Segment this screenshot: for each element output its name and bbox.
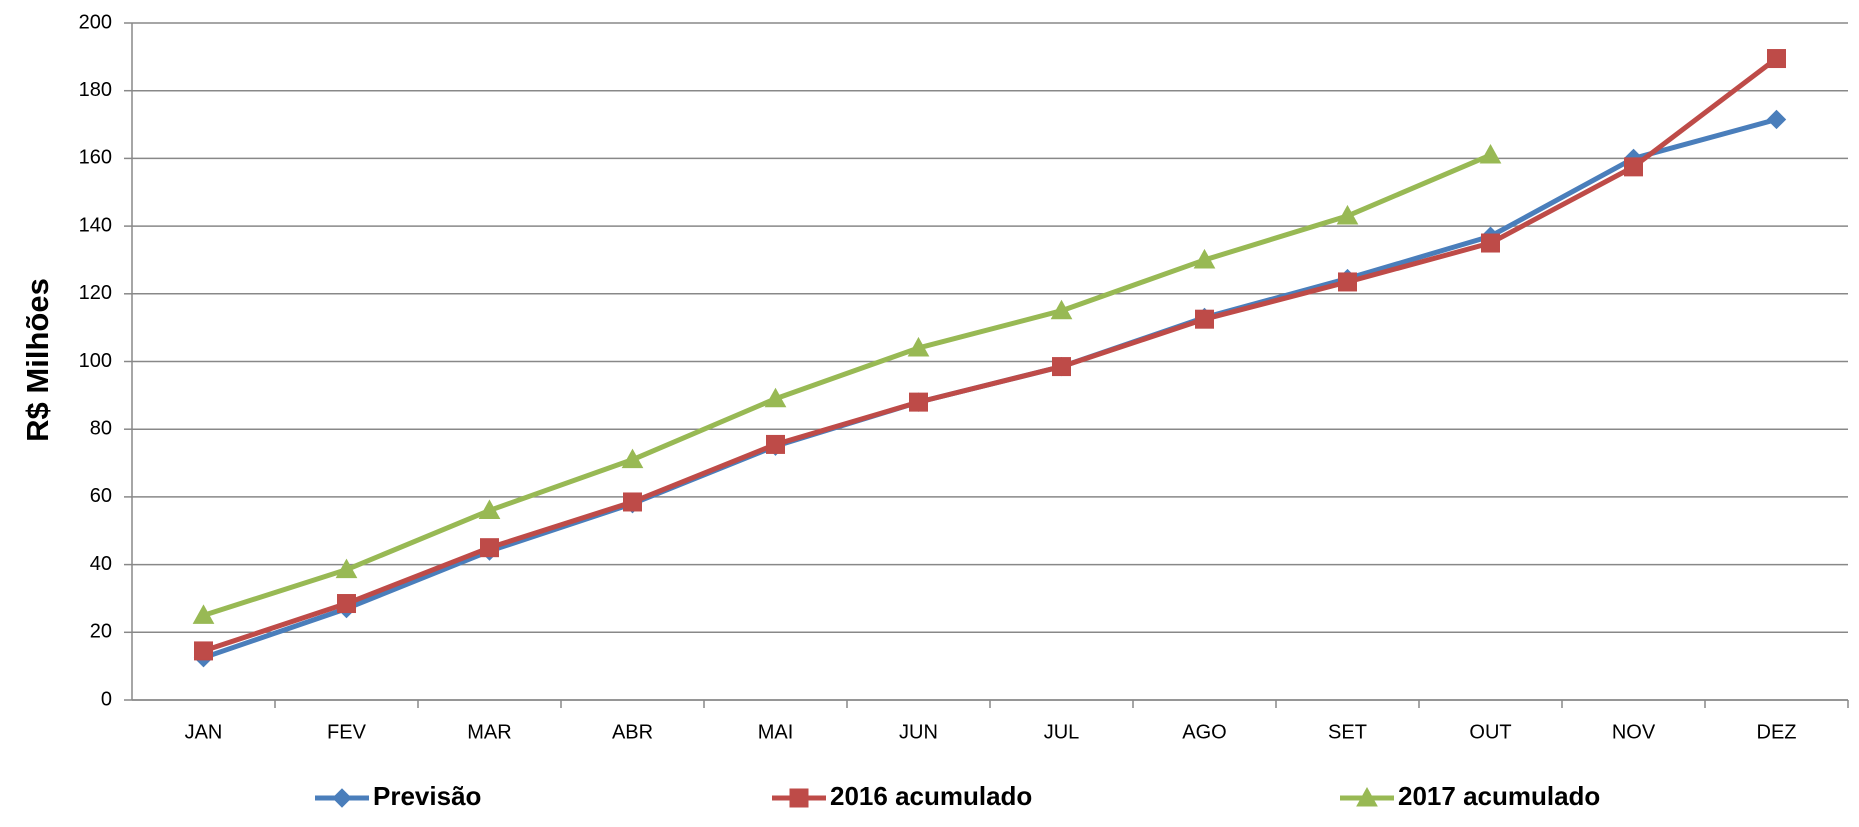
data-point: [335, 558, 358, 579]
x-tick-label: DEZ: [1757, 721, 1797, 743]
y-tick-label: 0: [101, 688, 112, 710]
data-point: [907, 336, 930, 357]
data-point: [909, 392, 928, 412]
data-point: [1050, 299, 1073, 320]
x-tick-label: JAN: [185, 721, 223, 743]
data-point: [1195, 309, 1214, 329]
data-point: [764, 387, 787, 408]
series-line: [202, 117, 1778, 661]
y-tick-label: 160: [79, 147, 112, 169]
y-tick-label: 120: [79, 282, 112, 304]
legend-marker: [1356, 786, 1378, 807]
legend-marker: [789, 788, 809, 808]
data-point: [1766, 109, 1787, 130]
y-tick-label: 200: [79, 11, 112, 33]
legend-label: Previsão: [373, 781, 481, 811]
data-point: [478, 499, 501, 519]
y-tick-label: 60: [90, 485, 112, 507]
y-tick-label: 80: [90, 417, 112, 439]
data-point: [1479, 143, 1502, 164]
x-tick-label: JUN: [899, 721, 938, 743]
series-line: [202, 56, 1779, 654]
data-point: [1767, 49, 1786, 69]
legend-label: 2017 acumulado: [1398, 781, 1600, 811]
data-point: [1338, 272, 1357, 292]
x-tick-label: FEV: [327, 721, 367, 743]
y-tick-label: 100: [79, 350, 112, 372]
x-tick-label: OUT: [1469, 721, 1511, 743]
data-point: [1336, 204, 1359, 225]
data-point: [1624, 157, 1643, 177]
data-point: [766, 434, 785, 454]
legend-marker: [332, 788, 352, 808]
x-tick-label: AGO: [1182, 721, 1226, 743]
x-tick-label: JUL: [1044, 721, 1080, 743]
data-point: [337, 594, 356, 614]
data-point: [623, 492, 642, 512]
y-axis-title: R$ Milhões: [20, 278, 55, 442]
data-point: [194, 641, 213, 661]
y-tick-label: 140: [79, 214, 112, 236]
data-point: [192, 604, 215, 624]
data-point: [621, 448, 644, 469]
x-tick-label: SET: [1328, 721, 1367, 743]
legend-label: 2016 acumulado: [830, 781, 1032, 811]
data-point: [480, 538, 499, 558]
series-line: [202, 152, 1492, 618]
y-tick-label: 20: [90, 621, 112, 643]
data-point: [1052, 357, 1071, 377]
y-tick-label: 40: [90, 553, 112, 575]
x-tick-label: ABR: [612, 721, 653, 743]
x-tick-label: MAI: [758, 721, 794, 743]
data-point: [1193, 248, 1216, 269]
x-tick-label: MAR: [467, 721, 511, 743]
y-tick-label: 180: [79, 79, 112, 101]
x-tick-label: NOV: [1612, 721, 1656, 743]
data-point: [1481, 233, 1500, 253]
